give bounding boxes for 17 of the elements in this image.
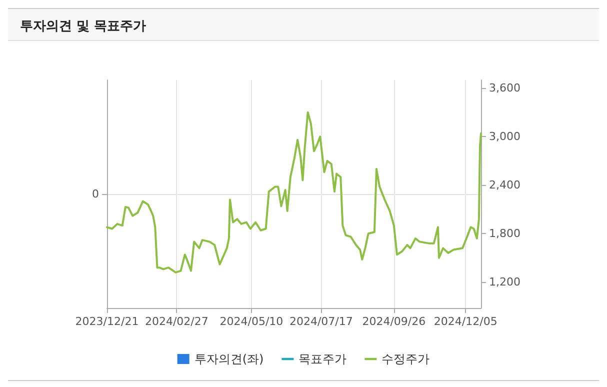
x-tick-label: 2024/12/05 — [434, 315, 498, 328]
legend-label: 수정주가 — [382, 352, 430, 366]
legend-label: 목표주가 — [298, 352, 347, 366]
chart-title: 투자의견 및 목표주가 — [20, 18, 146, 35]
y-tick-label: 2,400 — [489, 178, 520, 192]
text: 0 — [92, 188, 99, 200]
x-tick-label: 2024/05/10 — [220, 315, 284, 328]
x-tick-label: 2024/07/17 — [289, 315, 353, 328]
x-tick-label: 2024/02/27 — [144, 315, 208, 328]
y-tick-label: 3,000 — [489, 130, 520, 144]
legend-label: 투자의견(좌) — [194, 352, 264, 366]
x-tick-label: 2023/12/21 — [75, 315, 139, 328]
y-tick-label: 1,200 — [489, 276, 520, 289]
line-series — [106, 111, 482, 274]
x-tick-label: 2024/09/26 — [362, 315, 426, 328]
y-tick-label: 3,600 — [489, 82, 520, 95]
y-tick-label: 1,800 — [489, 227, 520, 240]
